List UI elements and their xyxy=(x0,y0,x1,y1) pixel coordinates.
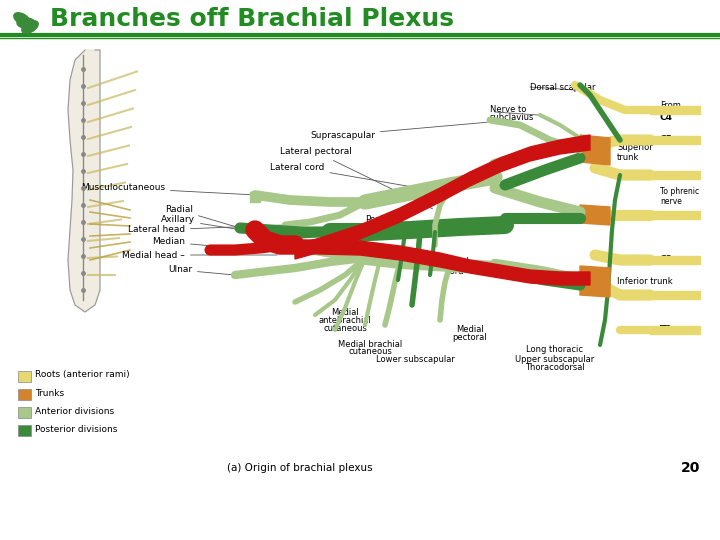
Text: cutaneous: cutaneous xyxy=(323,324,367,333)
Text: C8: C8 xyxy=(660,255,673,265)
Text: C7: C7 xyxy=(660,211,673,219)
Text: C4: C4 xyxy=(660,113,673,123)
Text: Radial: Radial xyxy=(165,206,238,227)
Text: Ulnar: Ulnar xyxy=(168,266,233,275)
Text: Inferior trunk: Inferior trunk xyxy=(617,278,672,287)
Text: pectoral: pectoral xyxy=(453,333,487,342)
Ellipse shape xyxy=(14,13,30,25)
Text: subclavius: subclavius xyxy=(490,113,534,123)
Text: Upper subscapular: Upper subscapular xyxy=(516,355,595,364)
Text: Roots (anterior rami): Roots (anterior rami) xyxy=(35,370,130,380)
Text: Branches off Brachial Plexus: Branches off Brachial Plexus xyxy=(50,7,454,31)
Text: trunk: trunk xyxy=(617,152,639,161)
Text: 20: 20 xyxy=(680,461,700,475)
Text: Long thoracic: Long thoracic xyxy=(526,345,583,354)
Text: To phrenic: To phrenic xyxy=(660,187,699,197)
Text: Medial: Medial xyxy=(456,325,484,334)
Text: Medial brachial: Medial brachial xyxy=(338,340,402,349)
Text: Musculocutaneous: Musculocutaneous xyxy=(81,184,253,195)
Text: Axillary: Axillary xyxy=(161,215,252,232)
Text: Anterior divisions: Anterior divisions xyxy=(35,407,114,415)
Text: Medial: Medial xyxy=(331,308,359,317)
Text: Posterior divisions: Posterior divisions xyxy=(35,424,117,434)
Text: T2: T2 xyxy=(660,326,672,334)
Text: Lateral cord: Lateral cord xyxy=(270,163,427,190)
Text: Nerve to: Nerve to xyxy=(490,105,526,114)
Ellipse shape xyxy=(17,18,35,28)
Polygon shape xyxy=(295,135,590,259)
Bar xyxy=(18,425,31,436)
Text: T1: T1 xyxy=(660,291,672,300)
Polygon shape xyxy=(68,50,100,312)
Text: Posterior: Posterior xyxy=(365,215,405,225)
Text: Lower subscapular: Lower subscapular xyxy=(376,355,454,364)
Text: C5: C5 xyxy=(660,136,673,145)
Polygon shape xyxy=(295,240,590,285)
Text: Dorsal scapular: Dorsal scapular xyxy=(530,83,595,91)
Text: cutaneous: cutaneous xyxy=(348,347,392,356)
Text: Thoracodorsal: Thoracodorsal xyxy=(525,363,585,372)
Text: Medial head –: Medial head – xyxy=(122,251,277,260)
Text: Median: Median xyxy=(152,238,233,248)
Polygon shape xyxy=(580,205,610,225)
Text: (a) Origin of brachial plexus: (a) Origin of brachial plexus xyxy=(228,463,373,473)
Ellipse shape xyxy=(22,21,38,33)
Polygon shape xyxy=(580,266,610,297)
Text: Trunks: Trunks xyxy=(35,388,64,397)
Text: Suprascapular: Suprascapular xyxy=(310,122,487,139)
Polygon shape xyxy=(580,135,610,165)
Text: nerve: nerve xyxy=(660,197,682,206)
Text: cord: cord xyxy=(375,226,395,234)
Text: cord: cord xyxy=(446,267,464,275)
Text: C6: C6 xyxy=(660,171,673,179)
Text: Superior: Superior xyxy=(617,144,653,152)
Bar xyxy=(18,389,31,400)
Bar xyxy=(18,371,31,382)
Text: From: From xyxy=(660,100,681,110)
Text: antebrachial: antebrachial xyxy=(318,316,372,325)
Text: Medial: Medial xyxy=(441,258,469,267)
Text: Lateral head: Lateral head xyxy=(128,225,282,234)
Bar xyxy=(18,407,31,418)
Text: Middle trunk: Middle trunk xyxy=(617,213,670,222)
Text: Lateral pectoral: Lateral pectoral xyxy=(280,147,433,209)
